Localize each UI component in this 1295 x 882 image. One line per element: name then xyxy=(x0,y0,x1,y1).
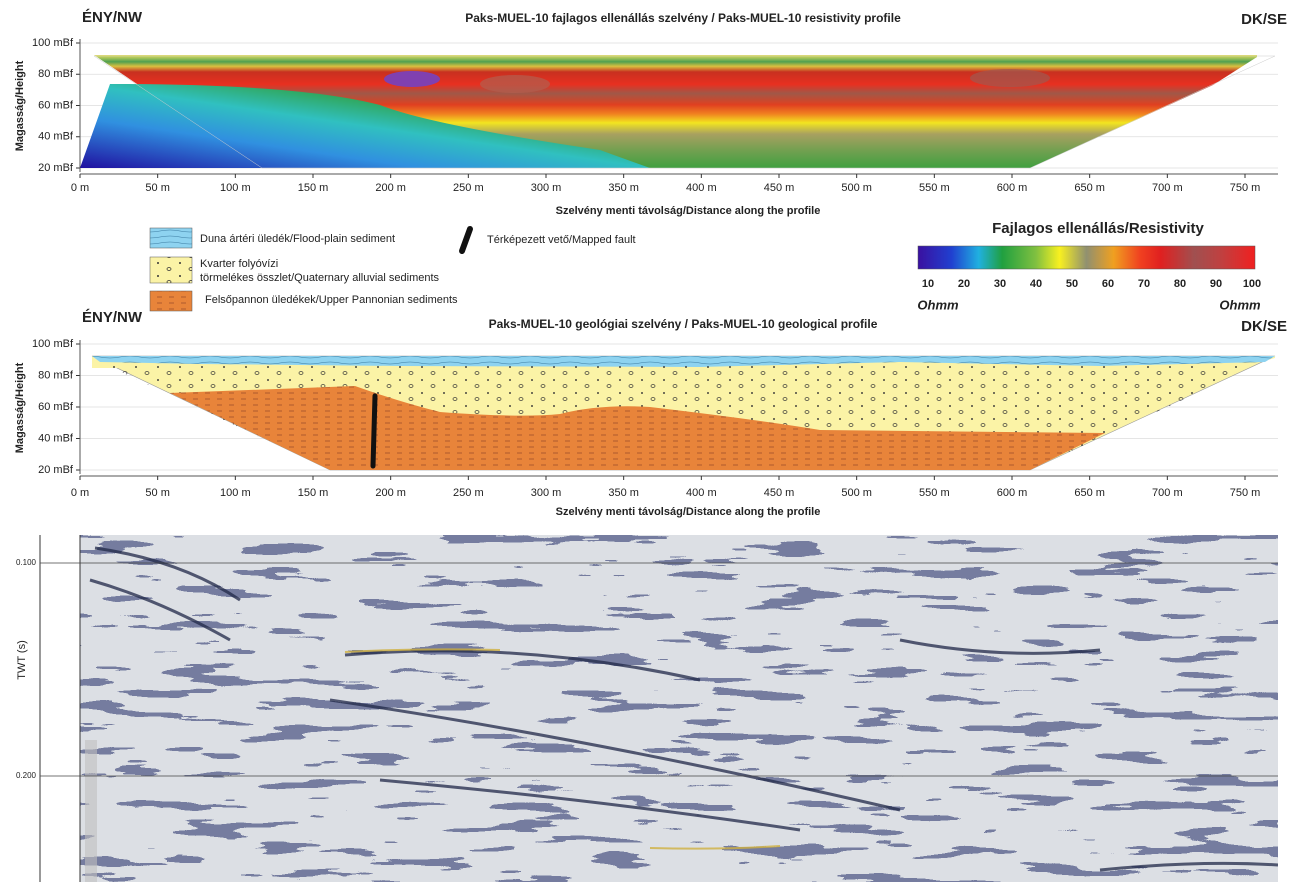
section-outline xyxy=(93,55,1276,169)
y-tick-label: 100 mBf xyxy=(32,37,74,49)
x-tick-label: 650 m xyxy=(1074,487,1105,499)
y-axis-label: Magasság/Height xyxy=(14,362,26,453)
x-tick-label: 150 m xyxy=(298,487,329,499)
y-tick-label: 100 mBf xyxy=(32,338,74,350)
x-tick-label: 700 m xyxy=(1152,487,1183,499)
x-tick-label: 150 m xyxy=(298,182,329,194)
seismic-ticks: 0.100 0.200 xyxy=(16,558,1278,780)
y-tick-label: 60 mBf xyxy=(38,401,74,413)
x-tick-label: 300 m xyxy=(531,487,562,499)
x-tick-label: 650 m xyxy=(1074,182,1105,194)
colorbar-tick-label: 10 xyxy=(922,278,934,290)
x-tick-label: 300 m xyxy=(531,182,562,194)
colorbar-tick-label: 90 xyxy=(1210,278,1222,290)
y-tick-label: 80 mBf xyxy=(38,68,74,80)
colorbar-tick-label: 40 xyxy=(1030,278,1042,290)
y-tick-label: 40 mBf xyxy=(38,432,74,444)
colorbar xyxy=(917,245,1256,270)
x-tick-label: 700 m xyxy=(1152,182,1183,194)
title: Paks-MUEL-10 fajlagos ellenállás szelvén… xyxy=(465,11,901,25)
right-label: DK/SE xyxy=(1241,318,1287,335)
colorbar-tick-label: 50 xyxy=(1066,278,1078,290)
resistivity-section xyxy=(80,55,1257,168)
y-axis-label: TWT (s) xyxy=(16,640,28,680)
unit-label: Ohmm xyxy=(917,297,959,312)
colorbar-tick-label: 20 xyxy=(958,278,970,290)
colorbar-tick-label: 30 xyxy=(994,278,1006,290)
x-tick-label: 500 m xyxy=(841,487,872,499)
y-tick-label: 0.100 xyxy=(16,558,37,567)
y-tick-label: 80 mBf xyxy=(38,369,74,381)
x-tick-label: 750 m xyxy=(1230,487,1261,499)
colorbar-tick-label: 60 xyxy=(1102,278,1114,290)
x-tick-label: 200 m xyxy=(375,487,406,499)
colorbar-tick-label: 70 xyxy=(1138,278,1150,290)
x-tick-label: 600 m xyxy=(997,182,1028,194)
legend-label: Felsőpannon üledékek/Upper Pannonian sed… xyxy=(205,294,458,306)
y-tick-label: 40 mBf xyxy=(38,131,74,143)
legend: Duna ártéri üledék/Flood-plain sediment … xyxy=(149,226,636,312)
colorbar-title: Fajlagos ellenállás/Resistivity xyxy=(992,220,1204,237)
legend-label: törmelékes összlet/Quaternary alluvial s… xyxy=(200,272,440,284)
title: Paks-MUEL-10 geológiai szelvény / Paks-M… xyxy=(489,317,878,331)
left-label: ÉNY/NW xyxy=(82,309,143,326)
x-axis-label: Szelvény menti távolság/Distance along t… xyxy=(556,506,821,518)
x-tick-label: 200 m xyxy=(375,182,406,194)
x-tick-label: 550 m xyxy=(919,182,950,194)
colorbar-ticks: 10 20 30 40 50 60 70 80 90 100 xyxy=(922,278,1261,290)
x-tick-label: 100 m xyxy=(220,182,251,194)
x-tick-label: 600 m xyxy=(997,487,1028,499)
legend-label: Kvarter folyóvízi xyxy=(200,258,278,270)
x-tick-label: 500 m xyxy=(841,182,872,194)
x-tick-label: 0 m xyxy=(71,182,89,194)
x-tick-label: 350 m xyxy=(608,182,639,194)
x-tick-label: 400 m xyxy=(686,182,717,194)
x-tick-label: 750 m xyxy=(1230,182,1261,194)
right-label: DK/SE xyxy=(1241,11,1287,28)
x-tick-label: 250 m xyxy=(453,487,484,499)
colorbar-tick-label: 100 xyxy=(1243,278,1261,290)
x-tick-label: 450 m xyxy=(764,487,795,499)
x-tick-label: 250 m xyxy=(453,182,484,194)
y-tick-label: 0.200 xyxy=(16,771,37,780)
x-axis-label: Szelvény menti távolság/Distance along t… xyxy=(556,205,821,217)
x-tick-label: 100 m xyxy=(220,487,251,499)
x-tick-label: 450 m xyxy=(764,182,795,194)
y-tick-label: 60 mBf xyxy=(38,99,74,111)
x-tick-label: 50 m xyxy=(145,487,169,499)
x-tick-label: 0 m xyxy=(71,487,89,499)
left-label: ÉNY/NW xyxy=(82,9,143,26)
legend-label: Duna ártéri üledék/Flood-plain sediment xyxy=(200,233,395,245)
seismic-section xyxy=(80,535,1278,882)
colorbar-tick-label: 80 xyxy=(1174,278,1186,290)
x-tick-label: 350 m xyxy=(608,487,639,499)
y-tick-label: 20 mBf xyxy=(38,464,74,476)
y-tick-label: 20 mBf xyxy=(38,162,74,174)
x-tick-label: 400 m xyxy=(686,487,717,499)
x-tick-label: 50 m xyxy=(145,182,169,194)
x-tick-label: 550 m xyxy=(919,487,950,499)
y-axis-label: Magasság/Height xyxy=(14,60,26,151)
geological-section xyxy=(91,355,1276,471)
unit-label: Ohmm xyxy=(1219,297,1261,312)
legend-label: Térképezett vető/Mapped fault xyxy=(487,234,636,246)
